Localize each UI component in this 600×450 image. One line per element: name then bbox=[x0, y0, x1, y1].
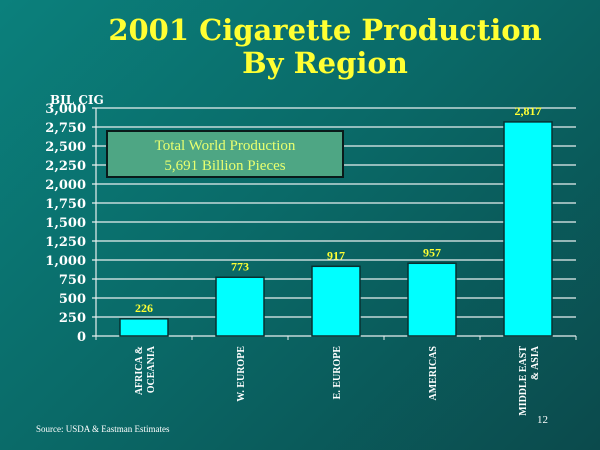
bar bbox=[215, 276, 265, 337]
y-tick-label: 0 bbox=[77, 330, 86, 345]
chart-title: 2001 Cigarette Production By Region bbox=[60, 14, 590, 80]
y-tick-label: 2,750 bbox=[45, 121, 86, 136]
y-axis-label: BIL CIG bbox=[50, 93, 104, 107]
data-label: 917 bbox=[327, 248, 345, 262]
x-tick-label: W. EUROPE bbox=[236, 346, 247, 402]
y-tick-label: 750 bbox=[59, 273, 86, 288]
x-tick-label: & ASIA bbox=[530, 345, 541, 380]
data-label: 2,817 bbox=[515, 104, 542, 118]
data-label: 957 bbox=[423, 245, 441, 259]
bar bbox=[503, 121, 553, 337]
y-tick-label: 250 bbox=[59, 311, 86, 326]
y-tick-label: 2,000 bbox=[45, 178, 86, 193]
bar bbox=[119, 318, 169, 337]
source-note: Source: USDA & Eastman Estimates bbox=[36, 424, 170, 434]
y-tick-label: 2,250 bbox=[45, 159, 86, 174]
x-tick-label: AFRICA & bbox=[134, 346, 145, 395]
bar bbox=[311, 265, 361, 337]
page-number: 12 bbox=[537, 414, 548, 426]
data-label: 226 bbox=[135, 301, 153, 315]
bar bbox=[407, 262, 457, 337]
x-tick-label: E. EUROPE bbox=[332, 346, 343, 400]
annotation-line-1: Total World Production bbox=[154, 138, 296, 154]
annotation-line-2: 5,691 Billion Pieces bbox=[164, 158, 286, 174]
y-tick-label: 2,500 bbox=[45, 140, 86, 155]
y-tick-label: 1,250 bbox=[45, 235, 86, 250]
x-tick-label: MIDDLE EAST bbox=[518, 346, 529, 416]
y-tick-label: 500 bbox=[59, 292, 86, 307]
y-tick-label: 1,000 bbox=[45, 254, 86, 269]
y-tick-label: 1,750 bbox=[45, 197, 86, 212]
title-line-2: By Region bbox=[242, 46, 408, 80]
title-line-1: 2001 Cigarette Production bbox=[108, 13, 542, 47]
total-annotation-box: Total World Production 5,691 Billion Pie… bbox=[106, 130, 344, 178]
y-tick-label: 1,500 bbox=[45, 216, 86, 231]
x-tick-label: OCEANIA bbox=[146, 345, 157, 393]
data-label: 773 bbox=[231, 259, 249, 273]
x-tick-label: AMERICAS bbox=[428, 346, 439, 401]
y-tick-label: 3,000 bbox=[45, 102, 86, 117]
